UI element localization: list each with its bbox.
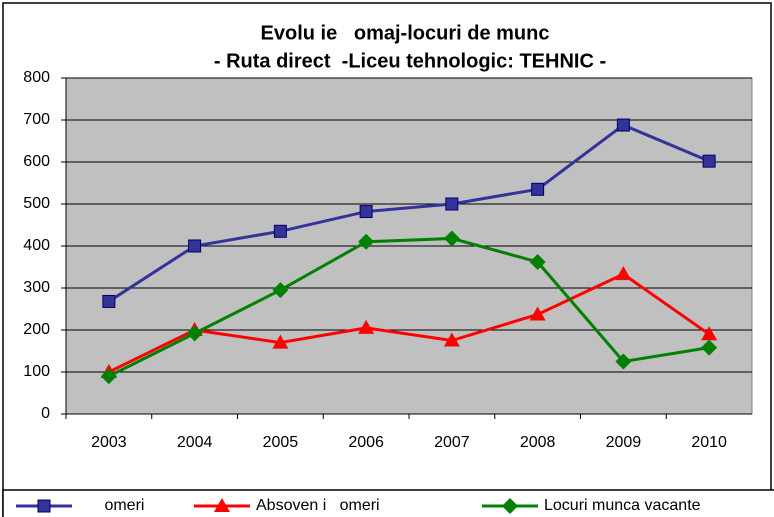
marker (102, 294, 116, 308)
marker (702, 154, 716, 168)
marker (443, 332, 460, 347)
marker (615, 266, 632, 281)
marker (701, 326, 718, 341)
legend-box (2, 489, 774, 517)
marker (37, 499, 51, 513)
x-tick-label: 2008 (520, 434, 556, 451)
marker (529, 253, 546, 270)
marker (358, 319, 375, 334)
chart-subtitle: - Ruta direct -Liceu tehnologic: TEHNIC … (214, 50, 606, 72)
y-tick-label: 600 (23, 153, 50, 170)
chart-title: Evolu ie omaj-locuri de munc (261, 22, 550, 44)
x-tick-label: 2004 (177, 434, 213, 451)
marker (273, 224, 287, 238)
marker (502, 498, 518, 514)
marker (100, 368, 117, 385)
marker (443, 230, 460, 247)
y-tick-label: 100 (23, 363, 50, 380)
x-tick-label: 2007 (434, 434, 470, 451)
marker (358, 233, 375, 250)
marker (531, 182, 545, 196)
x-tick-label: 2003 (91, 434, 127, 451)
series-line (108, 236, 710, 378)
marker (186, 325, 203, 342)
series-line (108, 123, 710, 303)
marker (188, 239, 202, 253)
y-tick-label: 300 (23, 279, 50, 296)
x-tick-label: 2006 (348, 434, 384, 451)
series-line (108, 272, 710, 374)
x-tick-label: 2009 (606, 434, 642, 451)
marker (272, 282, 289, 299)
marker (445, 197, 459, 211)
marker (359, 205, 373, 219)
x-tick-label: 2010 (691, 434, 727, 451)
legend-label: Absoven i omeri (256, 497, 380, 514)
y-tick-label: 700 (23, 111, 50, 128)
marker (701, 339, 718, 356)
marker (272, 334, 289, 349)
legend-label: omeri (100, 497, 144, 514)
marker (214, 498, 230, 512)
y-tick-label: 500 (23, 195, 50, 212)
marker (616, 118, 630, 132)
marker (615, 353, 632, 370)
marker (529, 306, 546, 321)
y-tick-label: 800 (23, 69, 50, 86)
y-tick-label: 200 (23, 321, 50, 338)
y-tick-label: 0 (41, 405, 50, 422)
x-tick-label: 2005 (263, 434, 299, 451)
legend-label: Locuri munca vacante (544, 497, 701, 514)
y-tick-label: 400 (23, 237, 50, 254)
